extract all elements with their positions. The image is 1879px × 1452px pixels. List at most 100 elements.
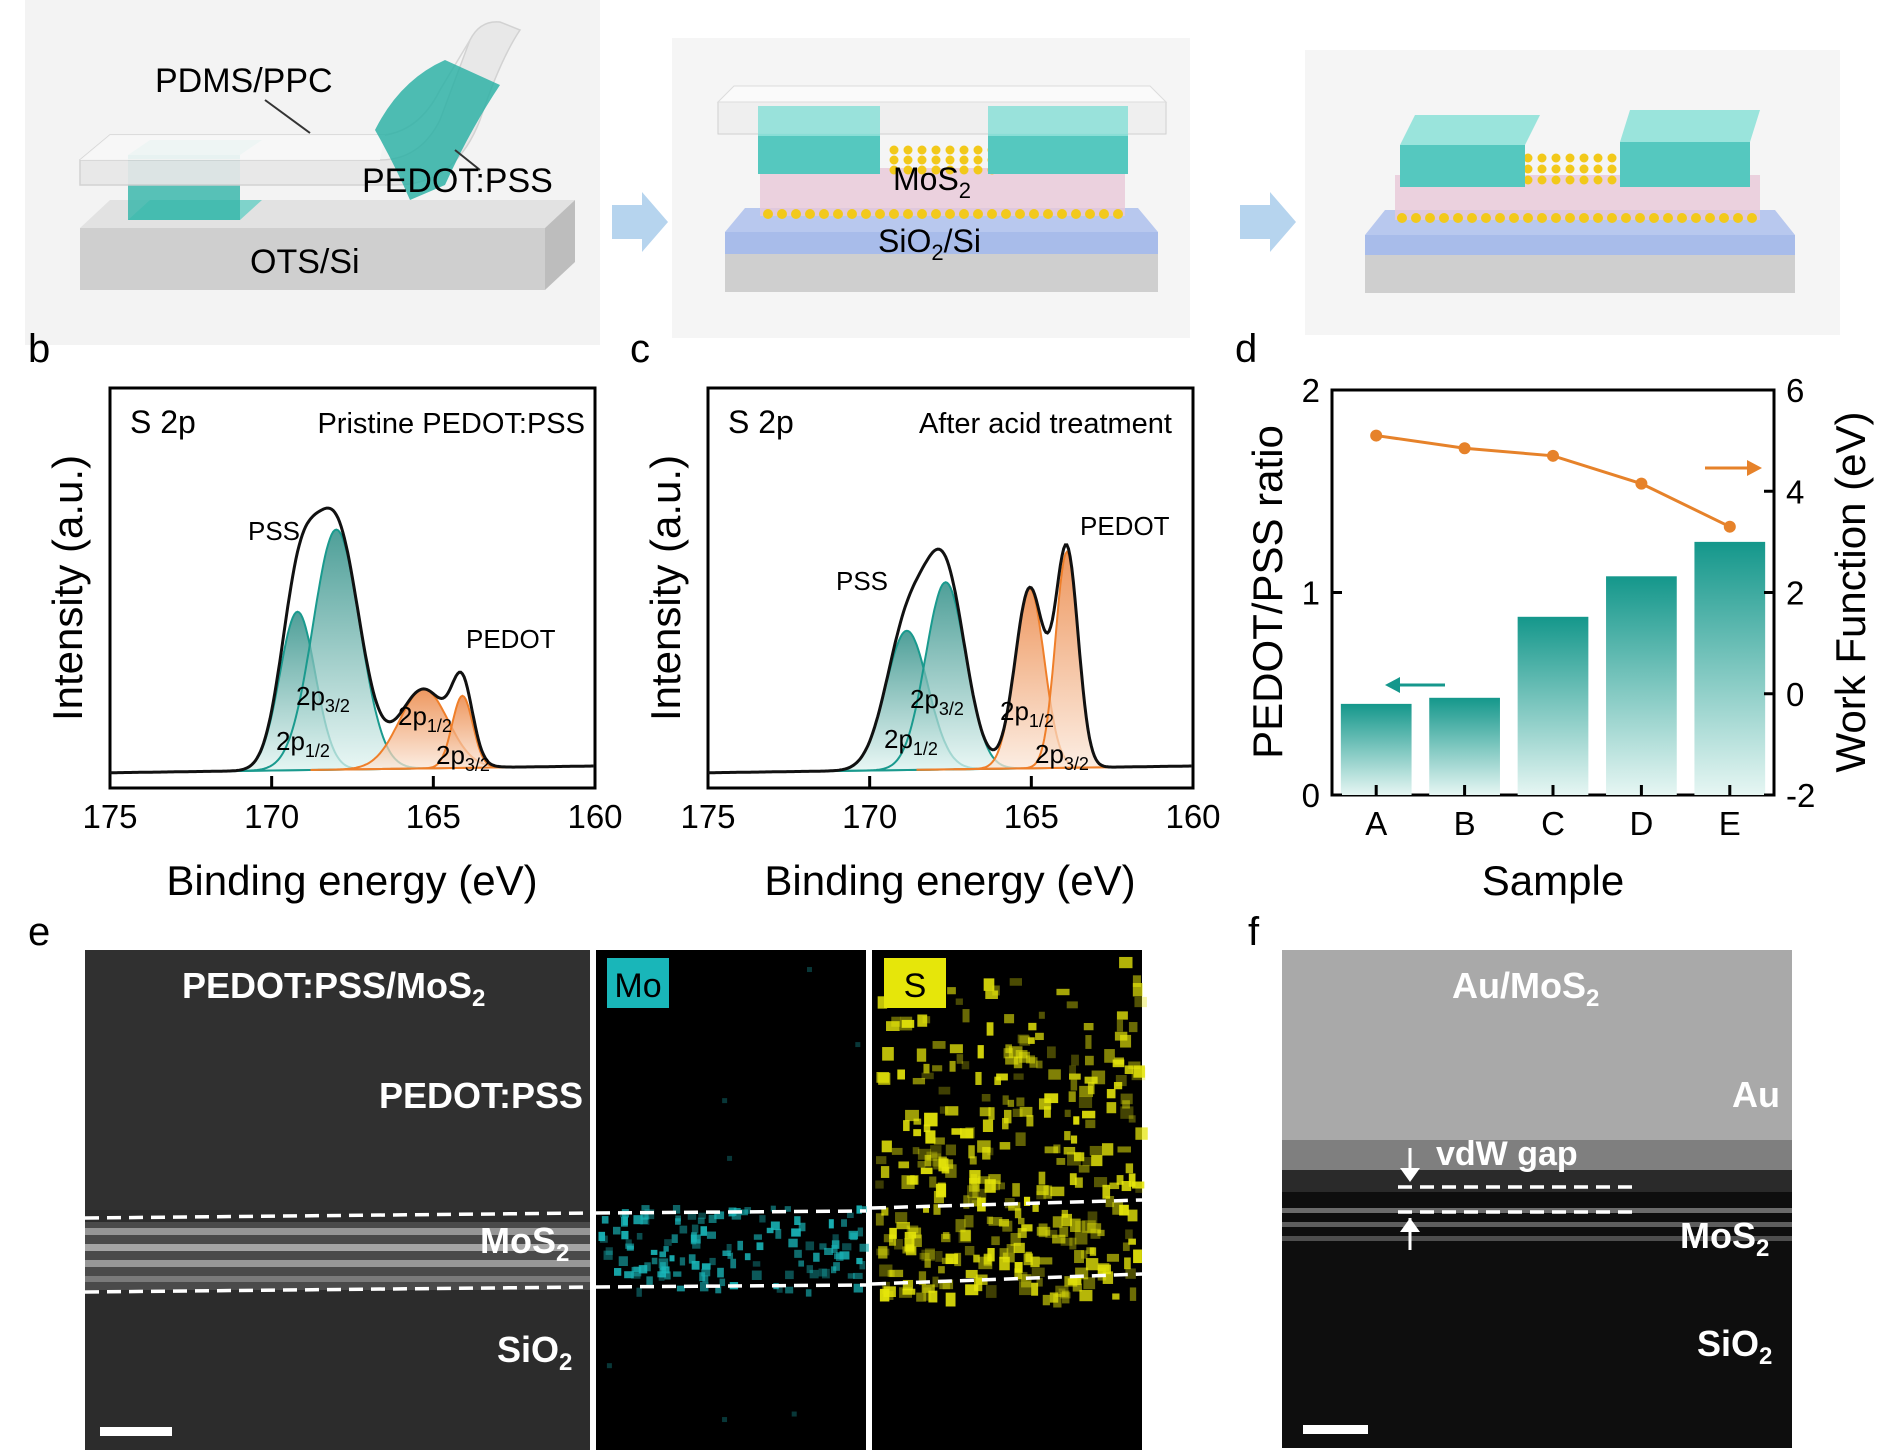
y2-tick-label: 0 (1786, 676, 1804, 713)
panel-letter-c: c (630, 327, 650, 371)
boundary-bottom-e (84, 1285, 591, 1294)
plot-frame-b (108, 386, 597, 790)
layer-sio2-e: SiO2 (497, 1329, 572, 1376)
x-tick-label: 170 (842, 798, 897, 835)
corner-label-b: S 2p (130, 404, 196, 440)
panel-letter-b: b (28, 327, 50, 371)
x-tick-label: 160 (567, 798, 622, 835)
right-axis-arrow-icon (1705, 460, 1762, 476)
y-axis-title-c: Intensity (a.u.) (642, 455, 689, 721)
gap-arrow-up-icon (1400, 1218, 1420, 1250)
bar-line-plot-d: A B C D E 0 1 2 -2 0 2 4 6 (1302, 372, 1816, 842)
bar-A (1340, 703, 1412, 795)
y-tick-label: 0 (1302, 777, 1320, 814)
y2-tick-label: 4 (1786, 473, 1804, 510)
work-function-point-E (1723, 520, 1736, 533)
envelope-line (109, 506, 594, 775)
y-axis-title-d: PEDOT/PSS ratio (1244, 425, 1291, 759)
bar-B (1429, 697, 1500, 795)
peak-label-pss-c: PSS (836, 566, 888, 596)
s-boundary-top (871, 1198, 1143, 1210)
label-2p32-c: 2p3/2 (910, 684, 964, 719)
x-ticks-b: 175 170 165 160 (82, 776, 623, 835)
mo-boundary-bottom (595, 1283, 867, 1289)
layer-mos2-f: MoS2 (1680, 1215, 1769, 1262)
arrow-right-icon (612, 192, 668, 252)
panel-c: c S 2p After acid treatment PSS PEDOT 2p… (630, 327, 1221, 904)
peak-label-pedot-c: PEDOT (1080, 511, 1170, 541)
panel-b: b S 2p Pristine PEDOT:PSS PSS PEDOT 2p3/… (28, 327, 623, 904)
x-tick-label: 170 (244, 798, 299, 835)
scale-bar-f (1303, 1425, 1368, 1434)
x-tick-label: D (1629, 805, 1653, 842)
title-e: PEDOT:PSS/MoS2 (182, 965, 485, 1012)
x-axis-title-c: Binding energy (eV) (764, 857, 1135, 904)
mos2-lattice (760, 145, 1125, 219)
label-2p32-pedot-b: 2p3/2 (436, 740, 490, 775)
mos2-layers-e (85, 1222, 590, 1290)
work-function-point-C (1547, 449, 1559, 462)
layer-au-f: Au (1732, 1074, 1780, 1115)
bar-D (1606, 576, 1677, 795)
scale-bar-e (100, 1427, 172, 1436)
y-tick-label: 2 (1302, 372, 1320, 409)
panel-e: e PEDOT:PSS/MoS2 PEDOT:PSS MoS2 SiO2 Mo … (28, 910, 1148, 1450)
work-function-point-B (1458, 442, 1471, 455)
leader-pedot (454, 149, 481, 171)
s-map-label-bg (884, 958, 946, 1008)
peak-label-pss-b: PSS (248, 516, 300, 546)
y2-tick-label: 6 (1786, 372, 1804, 409)
label-2p12-pedot-b: 2p1/2 (398, 701, 452, 736)
y2-tick-label: 2 (1786, 575, 1804, 612)
label-mos2-a: MoS2 (893, 161, 971, 203)
work-function-point-A (1370, 429, 1383, 442)
y-tick-label: 1 (1302, 575, 1320, 612)
panel-letter-d: d (1235, 327, 1257, 371)
s-map-label: S (904, 967, 927, 1005)
x-tick-label: 175 (82, 798, 137, 835)
panel-letter-e: e (28, 910, 50, 954)
label-2p32-pedot-c: 2p3/2 (1035, 739, 1089, 774)
x-axis-title-d: Sample (1482, 857, 1624, 904)
mo-boundary-top (595, 1209, 867, 1215)
x-tick-label: 165 (1004, 798, 1059, 835)
envelope-line (707, 543, 1192, 775)
leader-pdms (264, 99, 311, 134)
arrow-right-icon-2 (1240, 192, 1296, 252)
title-f: Au/MoS2 (1452, 965, 1599, 1012)
x-axis-title-b: Binding energy (eV) (166, 857, 537, 904)
s-signal (875, 956, 1148, 1308)
s-boundary-bottom (871, 1272, 1143, 1286)
work-function-line (1375, 434, 1731, 529)
x-tick-label: A (1365, 805, 1387, 842)
x-tick-label: 175 (680, 798, 735, 835)
sample-label-b: Pristine PEDOT:PSS (317, 408, 585, 440)
layer-sio2-f: SiO2 (1697, 1323, 1772, 1370)
au-region (1282, 950, 1792, 1170)
corner-label-c: S 2p (728, 404, 794, 440)
x-tick-label: C (1541, 805, 1565, 842)
x-tick-label: 165 (406, 798, 461, 835)
boundary-top-e (84, 1211, 591, 1220)
panel-f: f Au/MoS2 Au vdW gap MoS2 SiO2 (1248, 910, 1792, 1448)
pedot-electrodes-step2 (758, 106, 1128, 174)
y2-axis-title-d: Work Function (eV) (1827, 412, 1874, 773)
label-2p12-c: 2p1/2 (884, 724, 938, 759)
label-2p32-b: 2p3/2 (296, 681, 350, 716)
x-ticks-c: 175 170 165 160 (680, 776, 1221, 835)
panel-letter-f: f (1248, 910, 1260, 954)
work-function-point-D (1635, 477, 1648, 490)
label-2p12-pedot-c: 2p1/2 (1000, 696, 1054, 731)
bar-C (1517, 616, 1589, 795)
panel-a: a PDMS/PPC PEDOT:PSS OTS/Si (25, 0, 1840, 345)
final-electrodes (1400, 110, 1760, 187)
mo-map-label-bg (607, 958, 669, 1008)
layer-mos2-e: MoS2 (480, 1220, 569, 1267)
pedot-pss-on-stamp (375, 60, 500, 200)
peak-label-pedot-b: PEDOT (466, 624, 556, 654)
left-axis-arrow-icon (1385, 677, 1445, 693)
xps-plot-c (707, 543, 1192, 775)
xps-plot-b (109, 506, 594, 775)
plot-frame-c (706, 386, 1195, 790)
